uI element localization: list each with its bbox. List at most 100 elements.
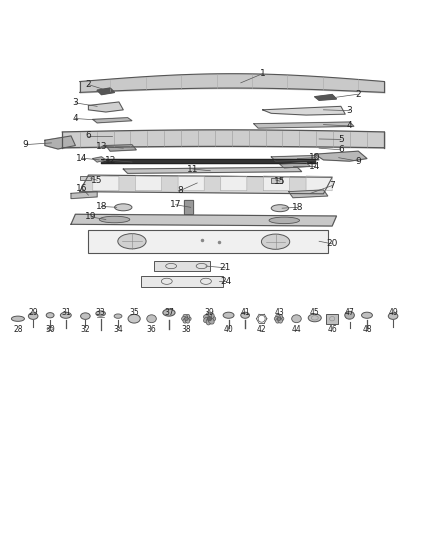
Text: 47: 47 xyxy=(345,308,354,317)
Ellipse shape xyxy=(276,314,280,319)
Text: 32: 32 xyxy=(81,325,90,334)
Polygon shape xyxy=(315,151,367,161)
Ellipse shape xyxy=(261,234,290,249)
Text: 21: 21 xyxy=(220,263,231,272)
Text: 2: 2 xyxy=(356,90,361,99)
Ellipse shape xyxy=(278,318,283,323)
Text: 13: 13 xyxy=(96,142,107,151)
Polygon shape xyxy=(123,167,302,173)
Text: 24: 24 xyxy=(220,277,231,286)
Ellipse shape xyxy=(223,312,234,318)
Bar xyxy=(154,261,210,271)
Polygon shape xyxy=(221,176,247,191)
Text: 14: 14 xyxy=(309,162,321,171)
Polygon shape xyxy=(45,136,75,149)
Polygon shape xyxy=(93,176,119,191)
Text: 17: 17 xyxy=(170,200,181,209)
Ellipse shape xyxy=(118,233,146,249)
Text: 4: 4 xyxy=(347,122,353,131)
Polygon shape xyxy=(106,144,136,151)
Text: 31: 31 xyxy=(61,308,71,317)
Polygon shape xyxy=(71,214,336,226)
Text: 28: 28 xyxy=(13,325,23,334)
Text: 9: 9 xyxy=(22,140,28,149)
Ellipse shape xyxy=(96,311,106,316)
Bar xyxy=(326,313,338,324)
Polygon shape xyxy=(280,163,311,168)
Text: 12: 12 xyxy=(105,156,116,165)
Ellipse shape xyxy=(182,317,187,321)
Text: 7: 7 xyxy=(329,181,335,190)
Polygon shape xyxy=(135,176,162,191)
Ellipse shape xyxy=(277,317,281,320)
Ellipse shape xyxy=(207,317,212,321)
Polygon shape xyxy=(271,156,319,161)
Text: 30: 30 xyxy=(45,325,55,334)
Text: 40: 40 xyxy=(224,325,233,334)
Ellipse shape xyxy=(183,318,187,323)
Ellipse shape xyxy=(269,217,300,224)
Ellipse shape xyxy=(11,316,25,321)
Text: 34: 34 xyxy=(113,325,123,334)
Ellipse shape xyxy=(147,315,156,322)
Ellipse shape xyxy=(128,314,140,323)
Text: 37: 37 xyxy=(164,308,174,317)
Ellipse shape xyxy=(115,204,132,211)
Ellipse shape xyxy=(99,216,130,223)
Ellipse shape xyxy=(208,318,214,324)
Text: 16: 16 xyxy=(76,184,88,192)
Ellipse shape xyxy=(183,314,187,319)
Bar xyxy=(88,230,328,254)
Polygon shape xyxy=(93,157,106,162)
Ellipse shape xyxy=(271,205,289,212)
Polygon shape xyxy=(263,176,290,191)
Ellipse shape xyxy=(241,312,250,318)
Ellipse shape xyxy=(186,317,191,321)
Text: 14: 14 xyxy=(76,154,88,163)
Text: 3: 3 xyxy=(347,106,353,115)
Ellipse shape xyxy=(278,314,283,319)
Ellipse shape xyxy=(389,313,398,319)
Ellipse shape xyxy=(185,318,190,323)
Text: 38: 38 xyxy=(181,325,191,334)
Ellipse shape xyxy=(206,318,212,325)
Ellipse shape xyxy=(274,317,279,321)
Ellipse shape xyxy=(163,309,175,316)
Ellipse shape xyxy=(361,312,372,318)
Polygon shape xyxy=(178,176,204,191)
Text: 46: 46 xyxy=(327,325,337,334)
Ellipse shape xyxy=(185,317,188,320)
Text: 8: 8 xyxy=(177,186,183,195)
Polygon shape xyxy=(254,122,354,128)
Text: 6: 6 xyxy=(85,132,91,140)
Text: 35: 35 xyxy=(129,308,139,317)
Text: 42: 42 xyxy=(257,325,266,334)
Text: 48: 48 xyxy=(362,325,372,334)
Text: 5: 5 xyxy=(338,135,344,144)
Text: 6: 6 xyxy=(338,146,344,155)
Polygon shape xyxy=(315,94,336,100)
Ellipse shape xyxy=(279,317,284,321)
Text: 4: 4 xyxy=(73,114,78,123)
Text: 49: 49 xyxy=(388,308,398,317)
Text: 10: 10 xyxy=(309,153,321,162)
Bar xyxy=(141,276,223,287)
Text: 41: 41 xyxy=(240,308,250,317)
Text: 3: 3 xyxy=(73,99,78,107)
Text: 39: 39 xyxy=(205,308,214,317)
Text: 36: 36 xyxy=(147,325,156,334)
Ellipse shape xyxy=(209,316,216,321)
Polygon shape xyxy=(289,190,328,198)
Text: 29: 29 xyxy=(28,308,38,317)
Text: 45: 45 xyxy=(310,308,320,317)
Text: 20: 20 xyxy=(326,239,338,248)
Polygon shape xyxy=(80,175,332,194)
Ellipse shape xyxy=(185,314,190,319)
Ellipse shape xyxy=(345,311,354,319)
Ellipse shape xyxy=(28,313,38,319)
Polygon shape xyxy=(184,200,193,214)
Text: 18: 18 xyxy=(96,202,107,211)
Text: 18: 18 xyxy=(292,203,303,212)
Ellipse shape xyxy=(204,317,210,323)
Text: 19: 19 xyxy=(85,212,96,221)
